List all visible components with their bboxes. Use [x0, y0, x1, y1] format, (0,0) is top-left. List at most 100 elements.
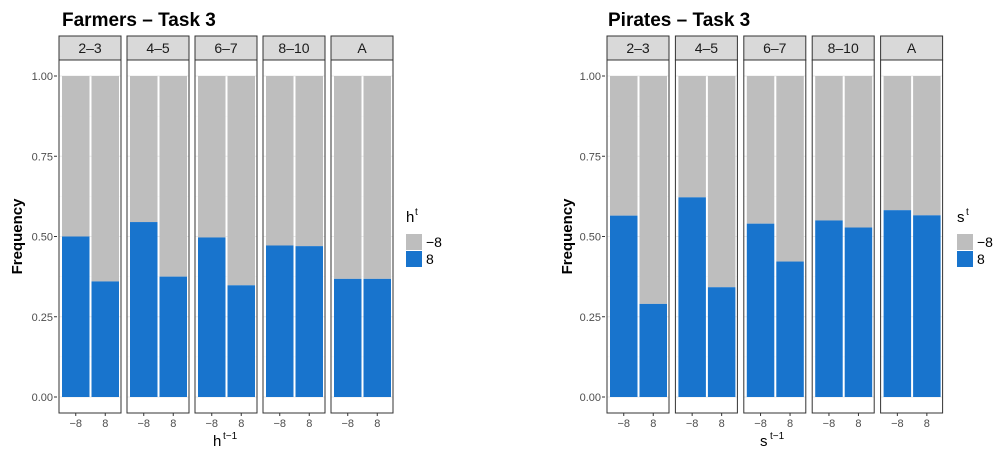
panel-border — [194, 59, 258, 414]
facet-strip-label: 2–3 — [78, 40, 102, 56]
y-tick-label: 1.00 — [580, 71, 601, 83]
bar-segment-minus8 — [198, 76, 226, 238]
x-axis-label-superscript: t−1 — [223, 431, 238, 442]
y-tick-label: 0.50 — [32, 232, 53, 244]
x-tick-label: 8 — [855, 418, 861, 430]
bar-segment-minus8 — [707, 76, 736, 288]
legend-title: h — [406, 209, 414, 226]
bar-segment-minus8 — [913, 76, 941, 216]
bar-segment-minus8 — [334, 76, 362, 279]
bar-segment-minus8 — [776, 76, 804, 262]
y-tick-label: 0.75 — [580, 151, 601, 163]
facet-strip — [880, 35, 944, 61]
bar-segment-8 — [913, 215, 941, 397]
panel-border — [880, 59, 944, 414]
facet-strip — [262, 35, 326, 61]
y-tick-label: 1.00 — [32, 71, 53, 83]
legend-label-minus8: −8 — [426, 234, 442, 250]
facet-panel: 4–5 −8 8 — [674, 35, 738, 430]
panel-border — [330, 59, 394, 414]
facet-strip-label: 4–5 — [146, 40, 170, 56]
bar-segment-8 — [678, 197, 706, 397]
x-tick-label: −8 — [137, 418, 150, 430]
x-axis-label-superscript: t−1 — [770, 431, 785, 442]
facet-strip — [194, 35, 258, 61]
bar-segment-8 — [776, 261, 804, 397]
facet-strip-label: A — [907, 40, 917, 56]
x-axis-label: h — [213, 433, 221, 450]
legend-title: s — [957, 209, 965, 226]
panel-border — [743, 59, 807, 414]
facet-panel: 2–3 −8 8 — [606, 35, 670, 430]
bar-segment-minus8 — [678, 76, 706, 198]
facet-strip — [674, 35, 738, 61]
bar-segment-8 — [363, 278, 391, 397]
x-tick-label: −8 — [205, 418, 218, 430]
x-tick-label: 8 — [719, 418, 725, 430]
x-tick-label: −8 — [273, 418, 286, 430]
bar-segment-8 — [815, 220, 843, 397]
y-tick-label: 0.00 — [580, 392, 601, 404]
bar-segment-minus8 — [844, 76, 873, 228]
bar-segment-minus8 — [159, 76, 187, 277]
y-axis-label: Frequency — [559, 198, 576, 275]
y-tick-label: 0.50 — [580, 232, 601, 244]
bar-segment-8 — [844, 227, 873, 397]
facet-panel: A −8 8 — [880, 35, 944, 430]
bar-segment-minus8 — [130, 76, 158, 223]
legend-title-superscript: t — [415, 207, 418, 218]
bar-segment-minus8 — [363, 76, 391, 279]
bar-segment-8 — [130, 222, 158, 397]
pirates-chart: Pirates – Task 3 0.00 0.25 0.50 0.75 1.00 Freq… — [559, 10, 993, 450]
bar-segment-8 — [610, 215, 638, 397]
x-tick-label: −8 — [686, 418, 699, 430]
y-tick-label: 0.25 — [32, 312, 53, 324]
bar-segment-8 — [266, 245, 294, 397]
facet-strip-label: 8–10 — [278, 40, 309, 56]
facet-strip-label: 2–3 — [626, 40, 650, 56]
bar-segment-8 — [746, 223, 775, 397]
facet-panel: 6–7 −8 8 — [194, 35, 258, 430]
bar-segment-8 — [295, 246, 323, 397]
bar-segment-8 — [707, 287, 736, 397]
facet-panel: A −8 8 — [330, 35, 394, 430]
bar-segment-8 — [334, 278, 362, 397]
y-tick-label: 0.75 — [32, 151, 53, 163]
legend-key-8 — [957, 251, 973, 267]
bar-segment-minus8 — [610, 76, 638, 216]
panel-border — [58, 59, 122, 414]
panel-border — [606, 59, 670, 414]
bar-segment-8 — [91, 281, 119, 397]
facet-panel: 2–3 −8 8 — [58, 35, 122, 430]
facet-strip-label: 4–5 — [695, 40, 719, 56]
x-tick-label: 8 — [650, 418, 656, 430]
panel-border — [262, 59, 326, 414]
bar-segment-8 — [62, 236, 90, 397]
legend-key-minus8 — [957, 234, 973, 250]
bar-segment-minus8 — [639, 76, 667, 304]
legend-label-8: 8 — [977, 251, 985, 267]
farmers-chart: Farmers – Task 3 0.00 0.25 0.50 0.75 1.00 Freq… — [9, 10, 442, 450]
x-tick-label: −8 — [617, 418, 630, 430]
bar-segment-minus8 — [883, 76, 912, 211]
bar-segment-8 — [883, 210, 912, 397]
panel-border — [126, 59, 190, 414]
facet-panel: 8–10 −8 8 — [262, 35, 326, 430]
chart-title: Pirates – Task 3 — [608, 10, 750, 31]
facet-strip-label: 6–7 — [763, 40, 787, 56]
y-axis-label: Frequency — [9, 198, 26, 275]
facet-strip — [743, 35, 807, 61]
bar-segment-8 — [198, 237, 226, 397]
x-tick-label: 8 — [102, 418, 108, 430]
bar-segment-minus8 — [62, 76, 90, 237]
facet-strip-label: A — [357, 40, 367, 56]
legend-label-8: 8 — [426, 251, 434, 267]
x-axis-label: s — [760, 433, 768, 450]
legend: h t −88 — [406, 207, 442, 267]
x-tick-label: −8 — [823, 418, 836, 430]
panel-border — [811, 59, 875, 414]
bar-segment-minus8 — [815, 76, 843, 221]
x-tick-label: −8 — [754, 418, 767, 430]
